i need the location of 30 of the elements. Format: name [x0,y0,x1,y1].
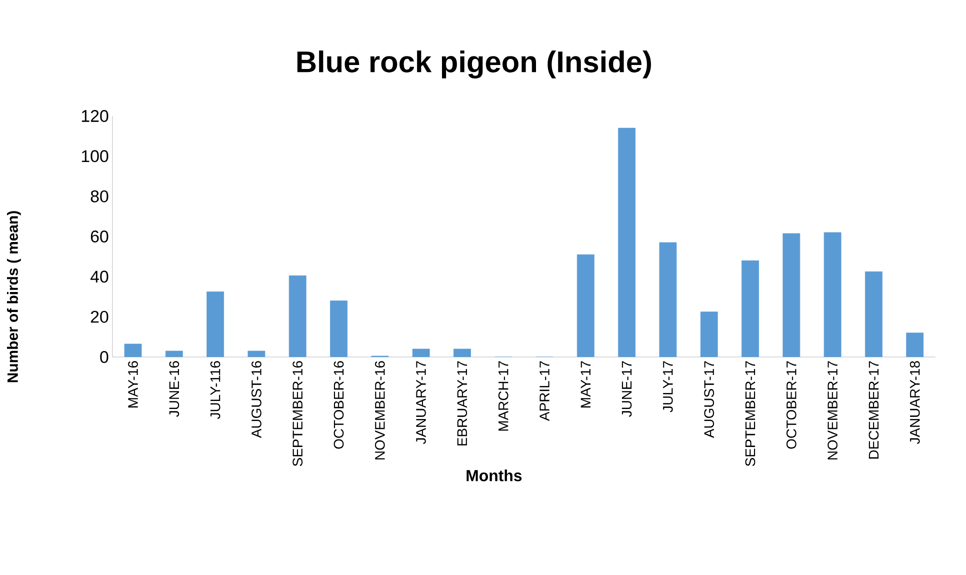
x-tick-label: EBRUARY-17 [457,361,468,446]
y-tick-label: 120 [82,110,108,122]
x-tick-label: OCTOBER-16 [334,361,344,449]
x-tick-label: SEPTEMBER-17 [745,361,756,466]
x-tick-label: AUGUST-17 [704,361,714,438]
x-tick-label: NOVEMBER-16 [374,361,385,460]
y-tick-label: 80 [90,190,108,202]
y-tick-label: 0 [100,351,108,363]
y-axis-title: Number of birds ( mean) [6,211,21,382]
x-tick-label: MAY-16 [128,361,138,408]
x-tick-label: OCTOBER-17 [786,361,796,449]
y-tick-label: 40 [90,270,108,283]
y-tick-label: 20 [90,310,108,323]
x-tick-label: JANUARY-17 [416,361,426,444]
x-tick-label: MAY-17 [580,361,590,408]
x-tick-label: NOVEMBER-17 [828,361,838,460]
y-tick-label: 60 [90,230,108,242]
chart-title: Blue rock pigeon (Inside) [297,50,651,78]
x-axis-title: Months [466,470,522,482]
x-tick-label: APRIL-17 [540,361,550,421]
x-tick-label: JULY-17 [663,361,673,412]
y-tick-label: 100 [82,150,108,162]
x-tick-label: JUNE-17 [622,361,632,417]
x-tick-label: AUGUST-16 [252,361,262,438]
x-tick-label: MARCH-17 [498,361,508,431]
x-tick-label: DECEMBER-17 [868,361,879,459]
x-tick-label: JULY-116 [210,361,220,419]
x-tick-label: JUNE-16 [169,361,180,417]
x-tick-label: JANUARY-18 [910,361,920,444]
x-tick-label: SEPTEMBER-16 [292,361,303,466]
